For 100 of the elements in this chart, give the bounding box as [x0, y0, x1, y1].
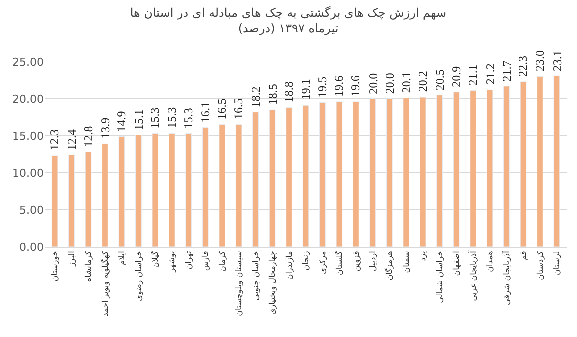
- x-tick-label: زنجان: [302, 251, 311, 271]
- data-label: 21.1: [466, 64, 480, 86]
- chart-subtitle: تیرماه ۱۳۹۷ (درصد): [238, 21, 339, 36]
- x-tick-label: البرز: [67, 251, 76, 268]
- bar: [537, 76, 544, 247]
- x-tick-label: گیلان: [150, 251, 160, 268]
- x-tick-label: بوشهر: [168, 251, 177, 274]
- data-label: 19.1: [298, 79, 313, 100]
- x-tick-label: خراسان جنوبی: [251, 251, 260, 301]
- bar: [504, 86, 510, 247]
- data-label: 23.0: [532, 50, 547, 72]
- data-label: 12.3: [48, 130, 62, 151]
- data-label: 15.3: [148, 108, 162, 129]
- bar: [320, 102, 326, 247]
- data-label: 14.9: [114, 111, 129, 132]
- data-label: 16.1: [198, 102, 212, 123]
- bar: [186, 134, 192, 247]
- y-tick-label: 20.00: [12, 92, 44, 106]
- data-label: 20.1: [400, 72, 414, 94]
- x-tick-label: قم: [519, 251, 528, 260]
- x-tick-label: سمنان: [402, 250, 411, 274]
- x-tick-label: مازندران: [284, 251, 294, 280]
- data-label: 23.1: [550, 50, 564, 72]
- data-label: 20.5: [433, 70, 448, 91]
- bar: [219, 124, 226, 247]
- bar: [386, 98, 393, 247]
- bar: [420, 97, 426, 247]
- bar: [453, 92, 460, 247]
- bar: [520, 82, 527, 247]
- data-label: 12.8: [82, 126, 96, 148]
- x-tick-label: چهارمحال وبختیاری: [268, 251, 278, 316]
- data-label: 15.1: [132, 109, 146, 130]
- x-tick-label: تهران: [184, 251, 194, 270]
- x-tick-label: اردبیل: [368, 251, 378, 272]
- x-tick-label: خوزستان: [50, 251, 60, 282]
- x-tick-label: گلستان: [334, 251, 344, 276]
- bar: [403, 98, 410, 247]
- data-label: 12.4: [65, 130, 80, 151]
- data-label: 19.5: [316, 76, 330, 98]
- bar: [202, 128, 209, 247]
- x-tick-label: مرکزی: [318, 251, 328, 274]
- data-label: 15.3: [182, 108, 196, 130]
- y-tick-label: 25.00: [12, 56, 44, 69]
- bar: [85, 152, 92, 247]
- data-label: 20.0: [383, 73, 398, 94]
- bar: [486, 90, 494, 247]
- x-tick-label: فارس: [201, 251, 210, 272]
- data-label: 13.9: [98, 118, 113, 139]
- x-tick-label: کرمان: [218, 251, 227, 272]
- x-tick-label: لرستان: [552, 251, 562, 276]
- x-tick-label: یزد: [418, 251, 428, 262]
- data-label: 21.2: [483, 64, 498, 85]
- x-tick-label: خراسان رضوی: [134, 251, 144, 302]
- bar: [68, 154, 75, 247]
- y-tick-label: 10.00: [12, 166, 44, 180]
- bar: [353, 102, 360, 247]
- data-label: 20.2: [416, 71, 430, 92]
- data-label: 15.3: [164, 107, 179, 128]
- data-label: 20.0: [366, 73, 380, 94]
- x-tick-label: همدان: [486, 251, 495, 272]
- data-label: 21.7: [500, 60, 514, 82]
- x-tick-label: آذربایجان غربی: [468, 250, 478, 302]
- bar: [252, 112, 259, 247]
- x-tick-label: قزوین: [352, 251, 361, 272]
- data-label: 20.9: [450, 66, 464, 88]
- data-label: 16.5: [214, 98, 229, 120]
- y-tick-label: 15.00: [12, 130, 44, 143]
- bar: [436, 95, 444, 247]
- data-label: 16.5: [232, 98, 246, 120]
- bar: [470, 90, 476, 247]
- x-tick-label: سیستان وبلوچستان: [234, 250, 244, 316]
- x-tick-label: آذربایجان شرقی: [501, 250, 512, 306]
- y-tick-label: 5.00: [20, 204, 44, 217]
- data-label: 18.5: [266, 84, 280, 106]
- data-label: 18.2: [248, 86, 263, 108]
- bar: [118, 136, 126, 247]
- x-tick-label: کهگیلویه وبویر احمد: [100, 251, 110, 317]
- bar: [52, 156, 58, 247]
- chart-title: سهم ارزش چک های برگشتی به چک های مبادله ای در استان ها: [130, 6, 447, 20]
- bar: [554, 76, 560, 247]
- data-label: 19.6: [332, 76, 346, 97]
- data-label: 22.3: [516, 56, 530, 77]
- data-label: 18.8: [282, 82, 296, 103]
- bar: [136, 135, 142, 247]
- bar: [286, 108, 292, 247]
- bar: [236, 124, 242, 247]
- x-tick-label: ایلام: [118, 251, 127, 266]
- bar: [168, 134, 176, 247]
- x-tick-label: کردستان: [536, 251, 545, 280]
- bar: [370, 98, 376, 247]
- x-tick-label: کرمانشاه: [84, 251, 94, 282]
- x-tick-label: هرمزگان: [384, 251, 394, 281]
- bar: [102, 144, 108, 247]
- bar: [152, 134, 159, 247]
- data-label: 19.6: [348, 76, 363, 97]
- y-tick-label: 0.00: [20, 240, 44, 254]
- bar: [269, 110, 276, 247]
- x-tick-label: خراسان شمالی: [435, 251, 444, 304]
- bar: [336, 102, 343, 247]
- x-tick-label: اصفهان: [452, 251, 462, 276]
